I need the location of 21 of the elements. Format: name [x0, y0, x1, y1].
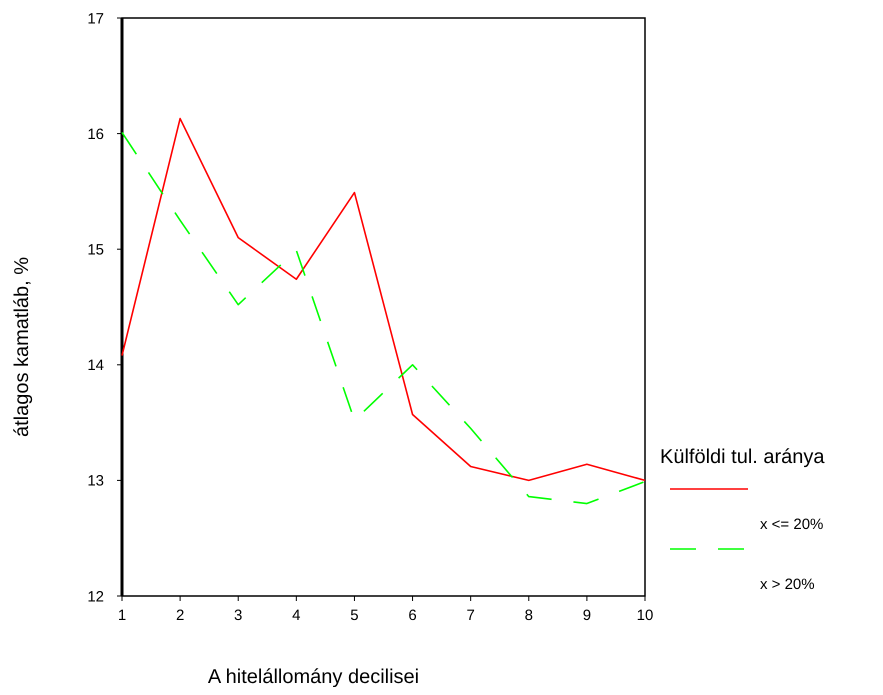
x-tick-label: 10	[636, 607, 654, 624]
y-tick-label: 13	[87, 472, 104, 490]
y-tick-label: 12	[87, 588, 104, 606]
y-tick-label: 16	[87, 126, 104, 143]
x-tick-label: 2	[176, 607, 184, 624]
x-tick-label: 3	[234, 607, 242, 624]
x-tick-label: 8	[524, 607, 533, 624]
x-tick-label: 9	[582, 607, 592, 624]
y-tick-label: 17	[87, 10, 104, 28]
x-tick-label: 7	[466, 607, 475, 624]
y-tick-label: 14	[87, 357, 104, 374]
x-tick-label: 1	[118, 607, 126, 624]
y-axis-title: átlagos kamatláb, %	[11, 256, 33, 438]
x-tick-label: 5	[350, 607, 359, 624]
x-tick-label: 4	[292, 607, 301, 624]
x-axis-title: A hitelállomány decilisei	[208, 666, 420, 688]
y-tick-label: 15	[87, 241, 104, 258]
x-tick-label: 6	[408, 607, 417, 624]
text: x <= 20%	[760, 516, 824, 533]
legend-title: Külföldi tul. aránya	[660, 446, 826, 468]
text: x > 20%	[760, 576, 815, 593]
